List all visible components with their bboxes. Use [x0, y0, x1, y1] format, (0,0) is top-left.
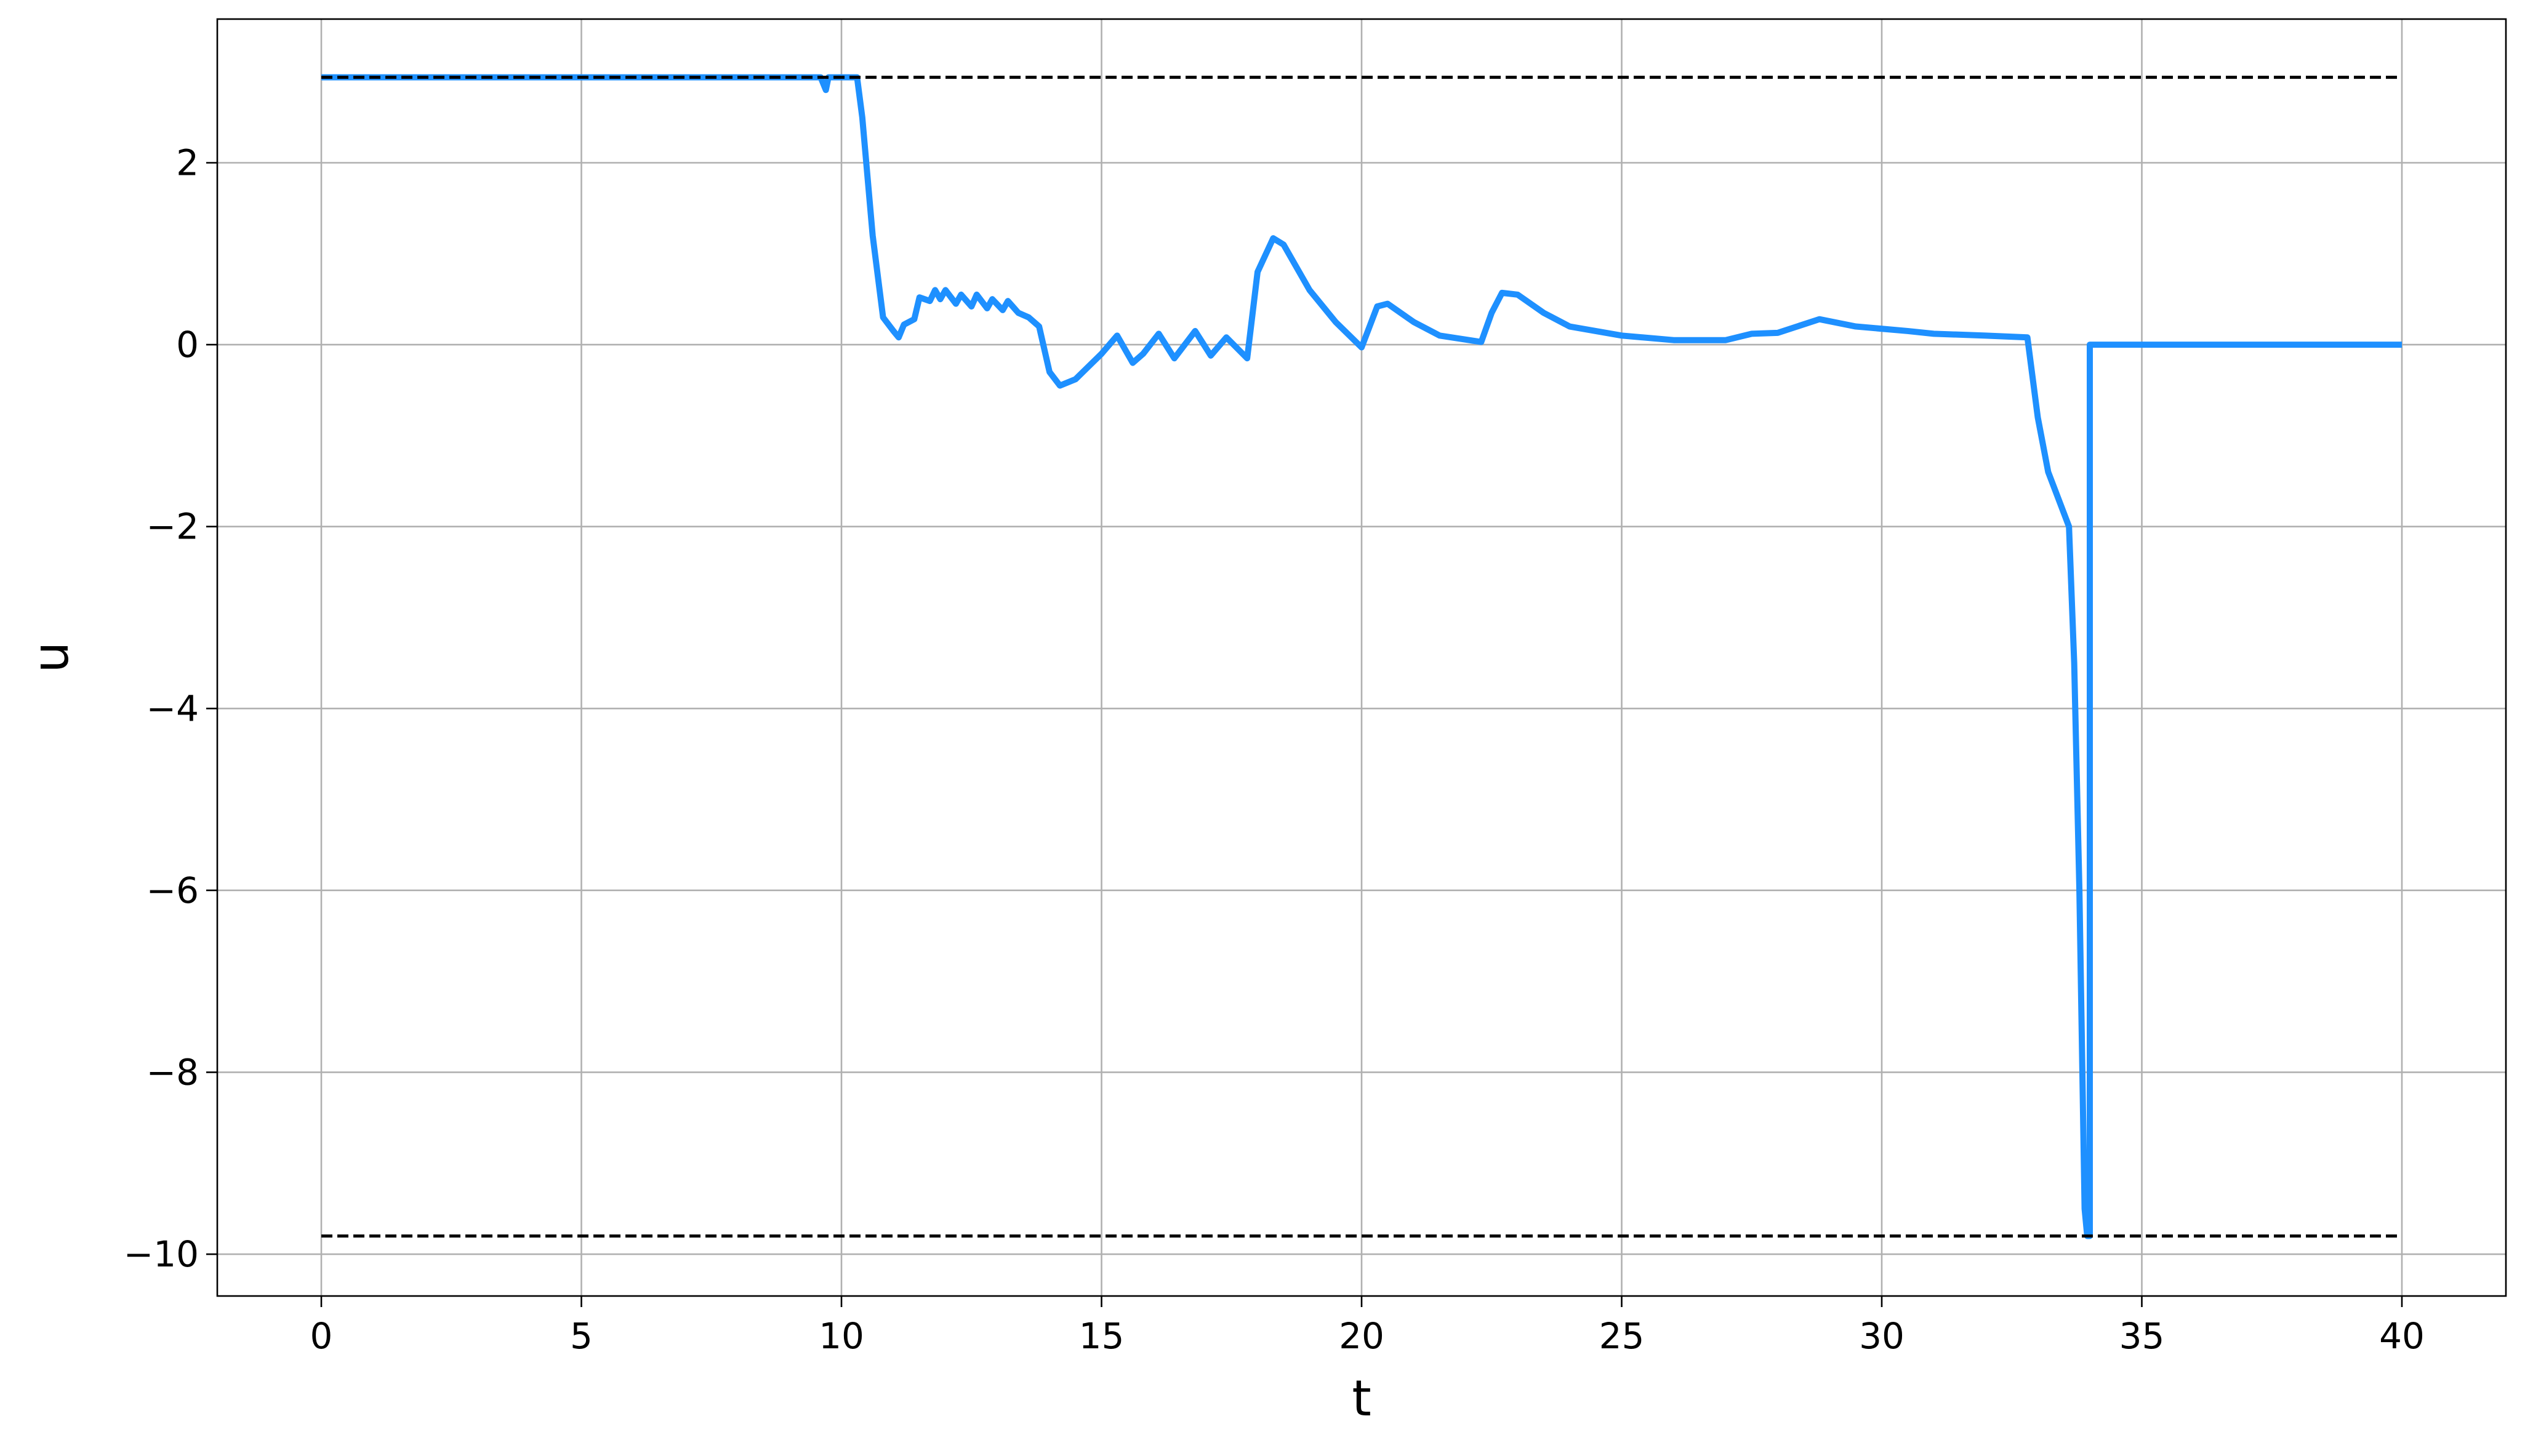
y-tick-label: −2	[147, 506, 199, 548]
y-tick-label: −4	[147, 687, 199, 729]
data-line	[321, 74, 2402, 1239]
y-tick-label: −8	[147, 1051, 199, 1093]
x-tick-label: 35	[2119, 1315, 2165, 1357]
y-axis-label: u	[22, 642, 79, 673]
x-tick-label: 15	[1079, 1315, 1125, 1357]
x-axis-label: t	[1352, 1370, 1371, 1427]
y-tick-label: −10	[124, 1233, 199, 1275]
x-tick-label: 20	[1339, 1315, 1384, 1357]
x-tick-label: 25	[1599, 1315, 1645, 1357]
x-tick-label: 10	[819, 1315, 864, 1357]
plot-frame	[216, 18, 2507, 1297]
x-tick-label: 0	[310, 1315, 333, 1357]
y-tick-label: 0	[176, 324, 199, 366]
y-tick-label: −6	[147, 870, 199, 911]
x-tick-label: 30	[1859, 1315, 1905, 1357]
x-tick-label: 40	[2379, 1315, 2425, 1357]
y-tick-label: 2	[176, 142, 199, 184]
x-tick-label: 5	[570, 1315, 593, 1357]
